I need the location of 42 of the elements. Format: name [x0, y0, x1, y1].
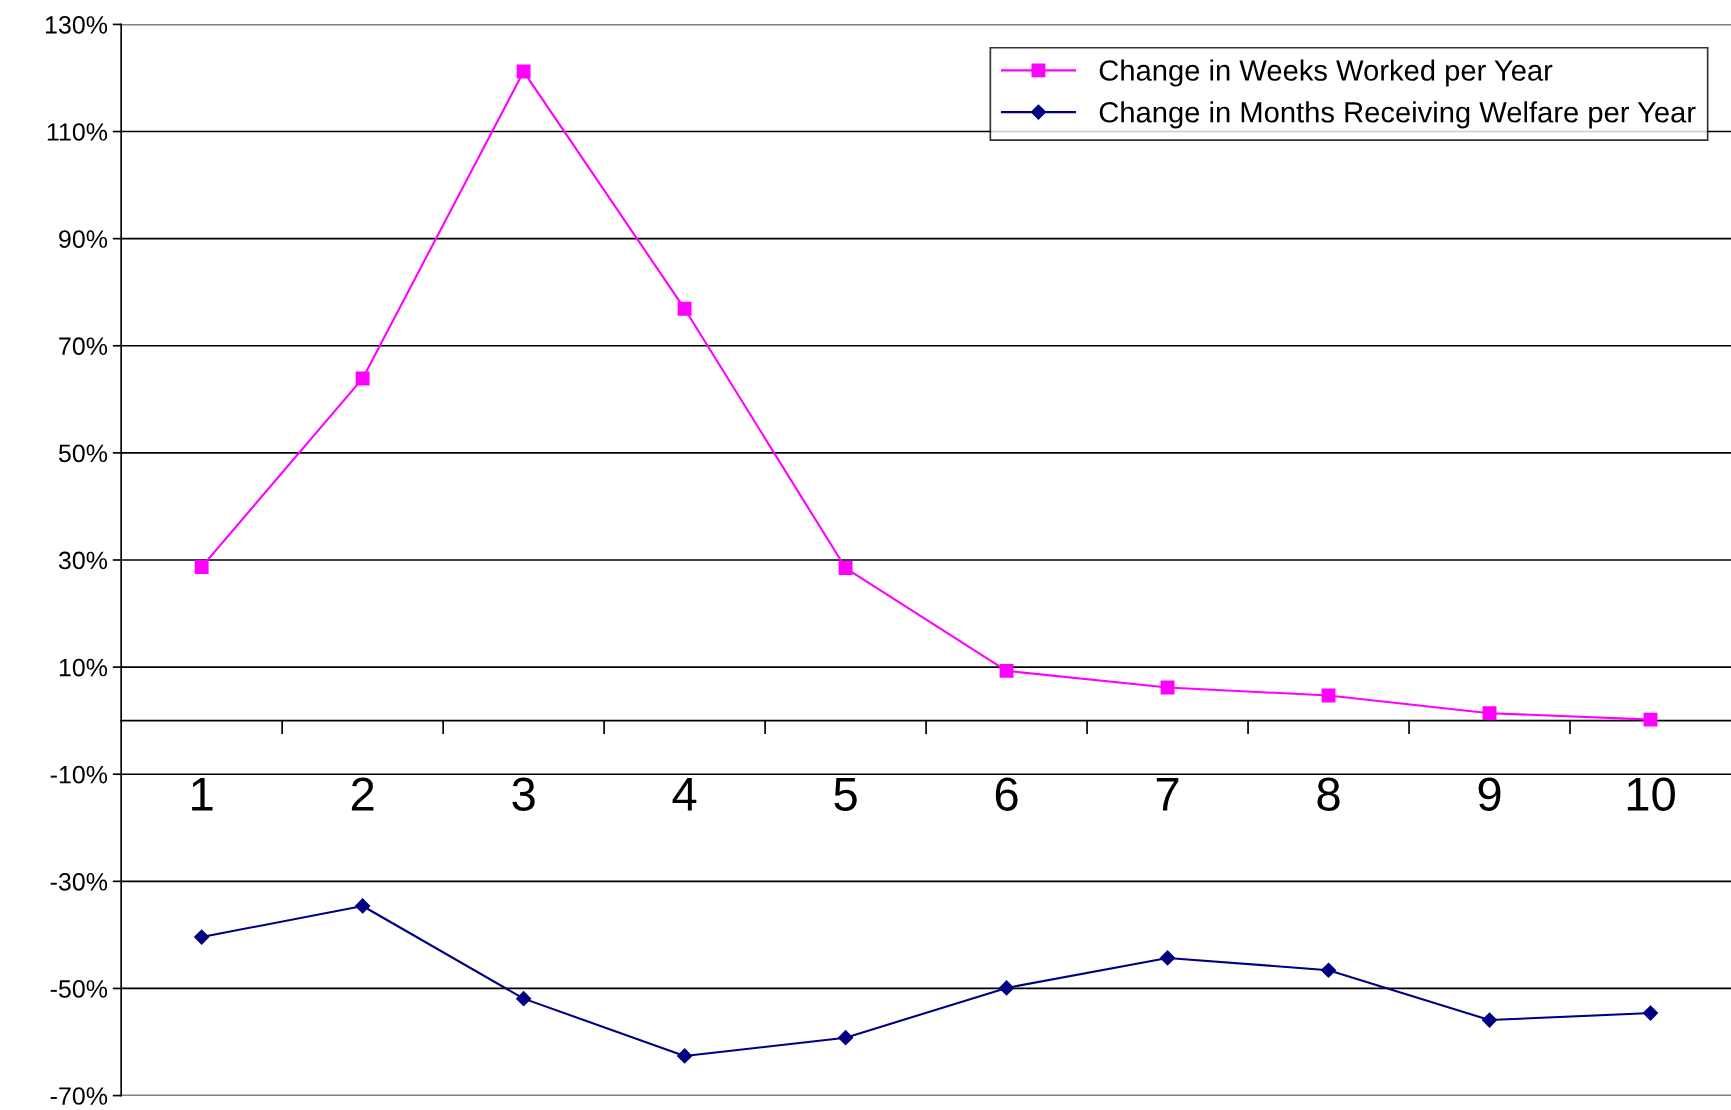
point	[355, 898, 371, 914]
point	[999, 663, 1014, 678]
point	[1320, 962, 1337, 978]
y-tick-label: -70%	[50, 1087, 108, 1105]
y-tick-label: -10%	[50, 765, 108, 784]
point	[1160, 680, 1175, 695]
point	[516, 64, 531, 79]
point	[677, 301, 692, 316]
y-tick-label: 50%	[58, 444, 108, 463]
x-tick-label: 3	[512, 777, 535, 811]
point	[999, 980, 1015, 996]
x-tick-label: 10	[1627, 777, 1675, 811]
y-tick-label: -30%	[50, 872, 108, 891]
x-tick-label: 1	[192, 777, 213, 811]
point	[1643, 712, 1658, 727]
point	[1642, 1005, 1659, 1021]
y-tick-label: 30%	[58, 551, 108, 570]
x-tick-label: 2	[351, 777, 374, 811]
point	[1159, 950, 1176, 966]
y-tick-label: 70%	[59, 337, 108, 356]
x-tick-label: 6	[995, 777, 1018, 811]
x-tick-label: 5	[834, 777, 857, 811]
y-tick-label: 130%	[45, 16, 108, 34]
legend-label: Change in Months Receiving Welfare per Year	[1099, 101, 1696, 129]
x-tick-label: 7	[1156, 777, 1179, 811]
point	[1482, 706, 1497, 721]
y-tick-label: -50%	[50, 980, 108, 998]
x-tick-label: 4	[672, 777, 697, 811]
point	[838, 561, 853, 575]
x-tick-label: 9	[1478, 777, 1501, 811]
y-tick-label: 90%	[59, 230, 108, 248]
legend-label: Change in Weeks Worked per Year	[1099, 59, 1553, 87]
point	[677, 1048, 693, 1064]
y-tick-label: 110%	[47, 123, 108, 141]
x-tick-label: 8	[1317, 777, 1340, 811]
point	[838, 1030, 854, 1046]
point	[194, 560, 209, 574]
point	[355, 371, 370, 386]
point	[516, 991, 532, 1007]
y-tick-label: 10%	[59, 658, 108, 677]
point	[194, 929, 210, 945]
point	[1481, 1012, 1498, 1028]
